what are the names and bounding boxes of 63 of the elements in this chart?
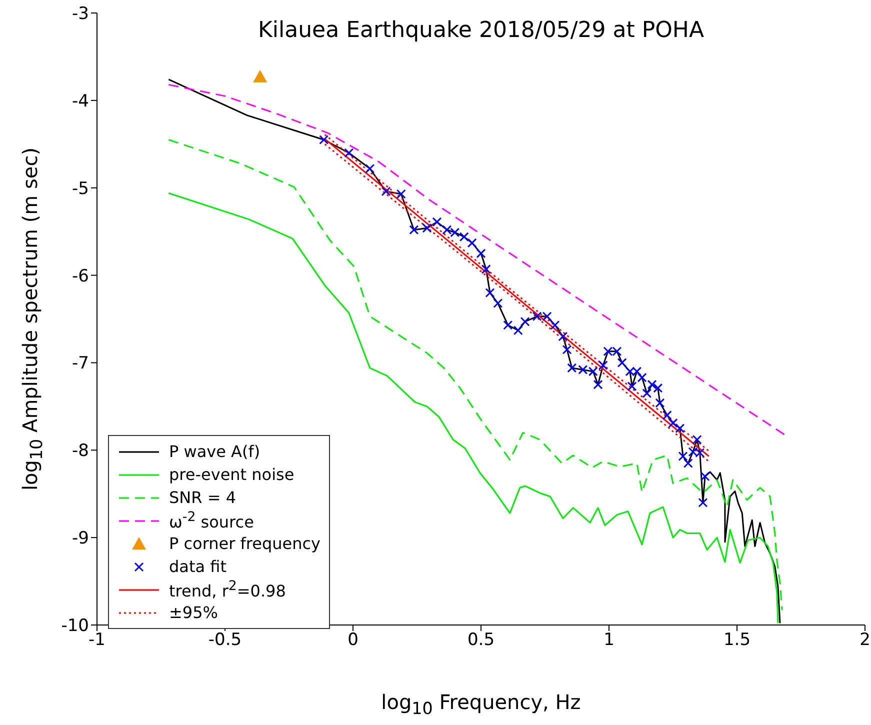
point xyxy=(627,382,637,392)
point xyxy=(653,383,663,393)
x-tick-label: 1 xyxy=(604,630,614,650)
legend-label: ±95% xyxy=(169,603,218,622)
point xyxy=(396,189,406,199)
point xyxy=(409,225,419,235)
x-tick-label: 0.5 xyxy=(467,630,495,650)
point xyxy=(467,238,477,248)
legend-label: P wave A(f) xyxy=(169,442,260,461)
legend-label: ω$^{-2}$ source xyxy=(169,510,254,532)
point xyxy=(678,452,688,462)
point xyxy=(319,135,329,145)
x-tick-label: -1 xyxy=(88,630,106,650)
y-tick-label: -4 xyxy=(72,91,89,112)
point xyxy=(381,186,391,196)
point xyxy=(642,388,652,398)
legend-label: pre-event noise xyxy=(169,465,294,484)
point xyxy=(675,424,685,434)
y-tick-label: -3 xyxy=(72,4,89,24)
y-tick-label: -5 xyxy=(72,178,89,199)
y-tick-label: -7 xyxy=(72,354,89,374)
point xyxy=(698,498,708,508)
y-tick-label: -9 xyxy=(72,528,89,549)
legend-label: data fit xyxy=(169,557,226,576)
point xyxy=(647,380,657,390)
legend-label: trend, r$^{2}$=0.98 xyxy=(169,578,286,600)
point xyxy=(683,458,693,468)
point xyxy=(493,298,503,308)
y-tick-label: -6 xyxy=(72,266,89,286)
x-tick-label: 0 xyxy=(348,630,358,650)
point xyxy=(692,434,702,444)
point xyxy=(459,232,469,242)
point xyxy=(344,148,354,158)
point xyxy=(655,398,665,408)
point xyxy=(700,472,710,482)
legend-label: SNR = 4 xyxy=(169,488,236,507)
point xyxy=(550,320,560,330)
chart-title: Kilauea Earthquake 2018/05/29 at POHA xyxy=(256,18,706,43)
point xyxy=(617,358,627,368)
point xyxy=(598,360,608,370)
x-axis-title: log$_{10}$ Frequency, Hz xyxy=(380,690,582,718)
point xyxy=(662,410,672,420)
y-tick-label: -8 xyxy=(72,441,89,462)
point xyxy=(485,288,495,298)
legend-label: P corner frequency xyxy=(169,534,321,553)
point xyxy=(422,223,432,233)
x-tick-label: 2 xyxy=(860,630,870,650)
point xyxy=(432,217,442,227)
point xyxy=(481,264,491,274)
point xyxy=(637,372,647,382)
x-tick-label: 1.5 xyxy=(723,630,751,650)
point xyxy=(668,418,678,428)
point xyxy=(513,326,523,336)
point xyxy=(503,320,513,330)
y-tick-label: -10 xyxy=(61,616,89,636)
point xyxy=(558,332,568,342)
point xyxy=(476,248,486,258)
point xyxy=(520,316,530,326)
point xyxy=(593,380,603,390)
x-tick-label: -0.5 xyxy=(208,630,242,650)
point xyxy=(365,164,375,174)
point xyxy=(253,70,268,82)
point xyxy=(562,344,572,354)
